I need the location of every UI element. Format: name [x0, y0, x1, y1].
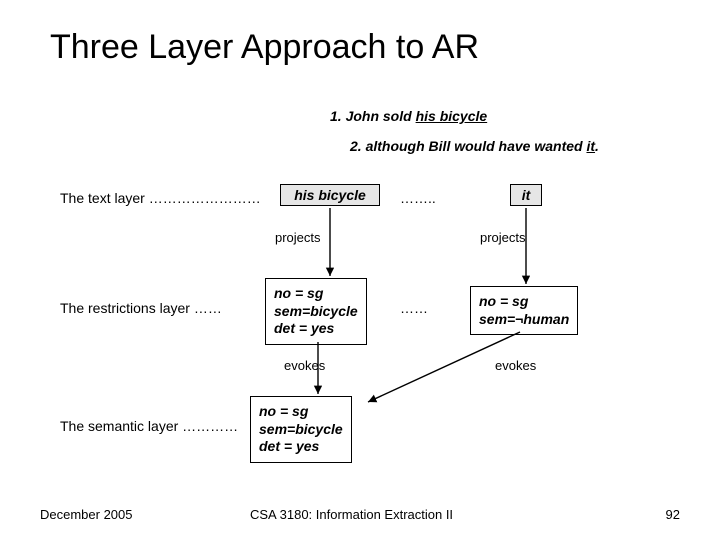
text-box-left: his bicycle [280, 184, 380, 206]
footer-page-number: 92 [666, 507, 680, 522]
dots-restrictions-row: …… [400, 300, 428, 316]
restrictions-box-left: no = sgsem=bicycledet = yes [265, 278, 367, 345]
sentence-1-prefix: 1. John sold [330, 108, 416, 124]
sentence-2: 2. although Bill would have wanted it. [350, 138, 599, 154]
sentence-2-period: . [595, 138, 599, 154]
layer-label-text: The text layer …………………… [60, 190, 261, 206]
sentence-1: 1. John sold his bicycle [330, 108, 487, 124]
sentence-2-anaphor: it [586, 138, 595, 154]
restrictions-box-right: no = sgsem=¬human [470, 286, 578, 335]
dots-text-row: …….. [400, 190, 436, 206]
edge-label-evokes-left: evokes [284, 358, 325, 373]
semantic-box-left: no = sgsem=bicycledet = yes [250, 396, 352, 463]
layer-label-restrictions: The restrictions layer …… [60, 300, 222, 316]
edge-label-projects-left: projects [275, 230, 321, 245]
footer-date: December 2005 [40, 507, 133, 522]
edge-label-projects-right: projects [480, 230, 526, 245]
arrows-svg [0, 0, 720, 540]
sentence-1-anaphor: his bicycle [416, 108, 488, 124]
edge-label-evokes-right: evokes [495, 358, 536, 373]
layer-label-semantic: The semantic layer ………… [60, 418, 238, 434]
text-box-right: it [510, 184, 542, 206]
footer-course: CSA 3180: Information Extraction II [250, 507, 453, 522]
slide-title: Three Layer Approach to AR [50, 28, 479, 67]
sentence-2-prefix: 2. although Bill would have wanted [350, 138, 586, 154]
